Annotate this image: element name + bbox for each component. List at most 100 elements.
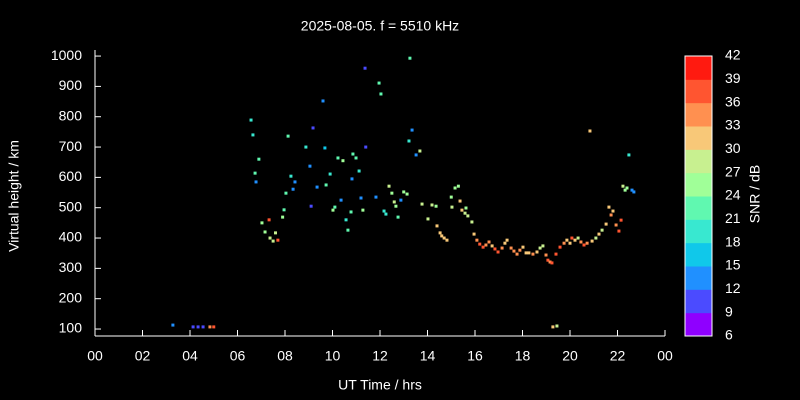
x-tick-label: 00: [87, 348, 103, 364]
data-point: [271, 239, 275, 243]
data-point: [293, 180, 297, 184]
data-point: [442, 236, 446, 240]
data-point: [341, 159, 345, 163]
data-point: [379, 92, 383, 96]
data-point: [551, 325, 555, 329]
data-point: [518, 248, 522, 252]
data-point: [407, 139, 411, 143]
data-point: [496, 250, 500, 254]
y-tick-label: 700: [59, 138, 83, 154]
data-point: [632, 190, 636, 194]
y-tick-label: 800: [59, 107, 83, 123]
x-tick-label: 04: [182, 348, 198, 364]
data-point: [527, 251, 531, 255]
data-point: [570, 236, 574, 240]
data-point: [484, 243, 488, 247]
data-point: [289, 174, 293, 178]
data-point: [554, 252, 558, 256]
data-point: [481, 245, 485, 249]
data-point: [336, 156, 340, 160]
data-point: [625, 186, 629, 190]
x-tick-label: 00: [657, 348, 673, 364]
data-point: [548, 260, 552, 264]
data-point: [350, 177, 354, 181]
colorbar-segment: [685, 149, 712, 174]
data-point: [171, 323, 175, 327]
y-tick-label: 600: [59, 168, 83, 184]
data-point: [254, 180, 258, 184]
data-point: [541, 244, 545, 248]
data-point: [344, 218, 348, 222]
data-point: [328, 172, 332, 176]
data-point: [374, 195, 378, 199]
data-point: [579, 240, 583, 244]
data-point: [405, 192, 409, 196]
data-point: [324, 183, 328, 187]
data-point: [600, 228, 604, 232]
data-point: [414, 153, 418, 157]
data-point: [349, 210, 353, 214]
data-point: [627, 153, 631, 157]
data-point: [284, 191, 288, 195]
colorbar-tick-label: 30: [725, 140, 741, 156]
data-point: [321, 99, 325, 103]
colorbar-tick-label: 15: [725, 257, 741, 273]
data-point: [396, 215, 400, 219]
data-point: [201, 325, 205, 329]
colorbar-tick-label: 39: [725, 70, 741, 86]
data-point: [588, 129, 592, 133]
data-point: [515, 252, 519, 256]
data-point: [585, 241, 589, 245]
data-point: [505, 238, 509, 242]
data-point: [445, 238, 449, 242]
data-point: [351, 152, 355, 156]
data-point: [546, 258, 550, 262]
data-point: [387, 184, 391, 188]
data-point: [555, 324, 559, 328]
colorbar-label: SNR / dB: [747, 165, 763, 223]
data-point: [450, 205, 454, 209]
y-tick-label: 300: [59, 259, 83, 275]
colorbar-tick-label: 33: [725, 117, 741, 133]
data-point: [382, 209, 386, 213]
data-point: [274, 231, 277, 235]
x-tick-label: 14: [420, 348, 436, 364]
data-point: [364, 145, 368, 149]
data-point: [590, 239, 594, 243]
data-point: [573, 238, 577, 242]
data-point: [268, 236, 272, 240]
colorbar-tick-label: 24: [725, 187, 741, 203]
data-point: [392, 200, 396, 204]
data-point: [281, 215, 285, 219]
y-tick-label: 200: [59, 289, 83, 305]
data-point: [251, 133, 255, 137]
data-point: [470, 220, 474, 224]
data-point: [538, 246, 542, 250]
y-tick-label: 1000: [51, 47, 82, 63]
data-point: [377, 81, 381, 85]
data-point: [212, 325, 216, 329]
data-point: [390, 191, 394, 195]
data-point: [621, 184, 625, 188]
data-point: [597, 232, 601, 236]
data-point: [487, 240, 491, 244]
data-point: [286, 134, 290, 138]
data-point: [565, 238, 569, 242]
data-point: [253, 171, 257, 175]
data-point: [550, 261, 554, 265]
colorbar-tick-label: 6: [725, 327, 733, 343]
data-point: [611, 209, 615, 213]
data-point: [249, 118, 253, 122]
data-point: [568, 241, 572, 245]
data-point: [434, 204, 438, 208]
data-point: [267, 218, 271, 222]
x-tick-label: 02: [135, 348, 151, 364]
data-point: [291, 187, 295, 191]
colorbar-tick-label: 36: [725, 93, 741, 109]
data-point: [196, 325, 200, 329]
data-point: [500, 246, 504, 250]
data-point: [260, 221, 264, 225]
data-point: [408, 56, 412, 60]
colorbar-segment: [685, 312, 712, 337]
data-point: [438, 231, 442, 235]
